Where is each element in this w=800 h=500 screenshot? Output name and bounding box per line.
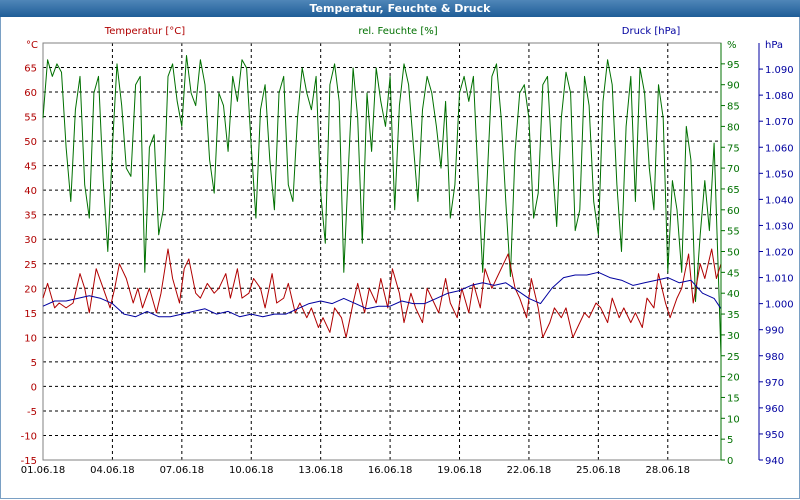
temperature-tick-label: 40	[24, 186, 37, 197]
pressure-tick-label: 1.090	[765, 65, 794, 76]
humidity-tick-label: 50	[727, 248, 740, 259]
pressure-tick-label: 960	[765, 404, 784, 415]
x-tick-label: 04.06.18	[90, 465, 135, 476]
pressure-series-line	[42, 271, 722, 318]
temperature-tick-label: 15	[24, 309, 37, 320]
temperature-tick-label: 20	[24, 284, 37, 295]
pressure-tick-label: 1.020	[765, 248, 794, 259]
x-tick-label: 10.06.18	[229, 465, 274, 476]
temperature-unit-label: °C	[26, 40, 38, 51]
humidity-tick-label: 15	[727, 393, 740, 404]
temperature-tick-label: 5	[31, 358, 37, 369]
x-tick-label: 16.06.18	[368, 465, 413, 476]
humidity-tick-label: 40	[727, 289, 740, 300]
pressure-tick-label: 980	[765, 352, 784, 363]
humidity-tick-label: 5	[727, 435, 733, 446]
temperature-tick-label: 65	[24, 64, 37, 75]
humidity-tick-label: 90	[727, 81, 740, 92]
temperature-tick-label: 55	[24, 113, 37, 124]
humidity-tick-label: 60	[727, 206, 740, 217]
humidity-tick-label: 95	[727, 60, 740, 71]
temperature-axis-title: Temperatur [°C]	[104, 26, 185, 37]
pressure-unit-label: hPa	[765, 40, 783, 51]
temperature-tick-label: 35	[24, 211, 37, 222]
humidity-axis-title: rel. Feuchte [%]	[358, 26, 437, 37]
humidity-series-line	[42, 55, 722, 356]
humidity-tick-label: 30	[727, 331, 740, 342]
humidity-tick-label: 25	[727, 352, 740, 363]
axes-layer: 01.06.18 04.06.18 07.06.18 10.06.18 13.06.18…	[21, 26, 794, 476]
x-tick-label: 25.06.18	[576, 465, 621, 476]
humidity-tick-label: 20	[727, 373, 740, 384]
pressure-axis-title: Druck [hPa]	[622, 26, 681, 37]
humidity-tick-label: 65	[727, 185, 740, 196]
pressure-tick-label: 970	[765, 378, 784, 389]
humidity-tick-label: 55	[727, 227, 740, 238]
humidity-unit-label: %	[727, 40, 737, 51]
temperature-tick-label: 25	[24, 260, 37, 271]
pressure-tick-label: 950	[765, 430, 784, 441]
temperature-tick-label: 30	[24, 235, 37, 246]
grid-lines	[43, 43, 721, 461]
humidity-tick-label: 85	[727, 102, 740, 113]
humidity-tick-label: 75	[727, 143, 740, 154]
temperature-tick-label: 60	[24, 88, 37, 99]
pressure-tick-label: 1.010	[765, 274, 794, 285]
humidity-tick-label: 45	[727, 268, 740, 279]
pressure-tick-label: 1.050	[765, 169, 794, 180]
humidity-tick-label: 10	[727, 414, 740, 425]
temperature-tick-label: -5	[27, 407, 37, 418]
temperature-tick-label: -15	[21, 456, 37, 467]
series-layer	[42, 55, 722, 356]
humidity-tick-label: 0	[727, 456, 733, 467]
pressure-tick-label: 1.070	[765, 117, 794, 128]
x-tick-label: 07.06.18	[160, 465, 205, 476]
humidity-tick-label: 70	[727, 164, 740, 175]
temperature-series-line	[42, 248, 722, 338]
temperature-tick-label: -10	[21, 431, 37, 442]
pressure-tick-label: 1.080	[765, 91, 794, 102]
temperature-tick-label: 0	[31, 382, 37, 393]
x-tick-label: 22.06.18	[507, 465, 552, 476]
pressure-tick-label: 1.030	[765, 221, 794, 232]
temperature-tick-label: 10	[24, 333, 37, 344]
pressure-tick-label: 990	[765, 326, 784, 337]
humidity-tick-label: 80	[727, 122, 740, 133]
x-tick-label: 13.06.18	[298, 465, 343, 476]
temperature-tick-label: 45	[24, 162, 37, 173]
pressure-tick-label: 940	[765, 456, 784, 467]
humidity-tick-label: 35	[727, 310, 740, 321]
pressure-tick-label: 1.060	[765, 143, 794, 154]
x-tick-label: 28.06.18	[646, 465, 691, 476]
x-tick-label: 01.06.18	[21, 465, 66, 476]
pressure-tick-label: 1.040	[765, 195, 794, 206]
chart-frame: 01.06.18 04.06.18 07.06.18 10.06.18 13.06.18…	[0, 17, 800, 499]
x-tick-label: 19.06.18	[437, 465, 482, 476]
chart-window-title: Temperatur, Feuchte & Druck	[0, 0, 800, 17]
temperature-tick-label: 50	[24, 137, 37, 148]
pressure-tick-label: 1.000	[765, 300, 794, 311]
chart-svg: 01.06.18 04.06.18 07.06.18 10.06.18 13.06.18…	[21, 26, 794, 476]
